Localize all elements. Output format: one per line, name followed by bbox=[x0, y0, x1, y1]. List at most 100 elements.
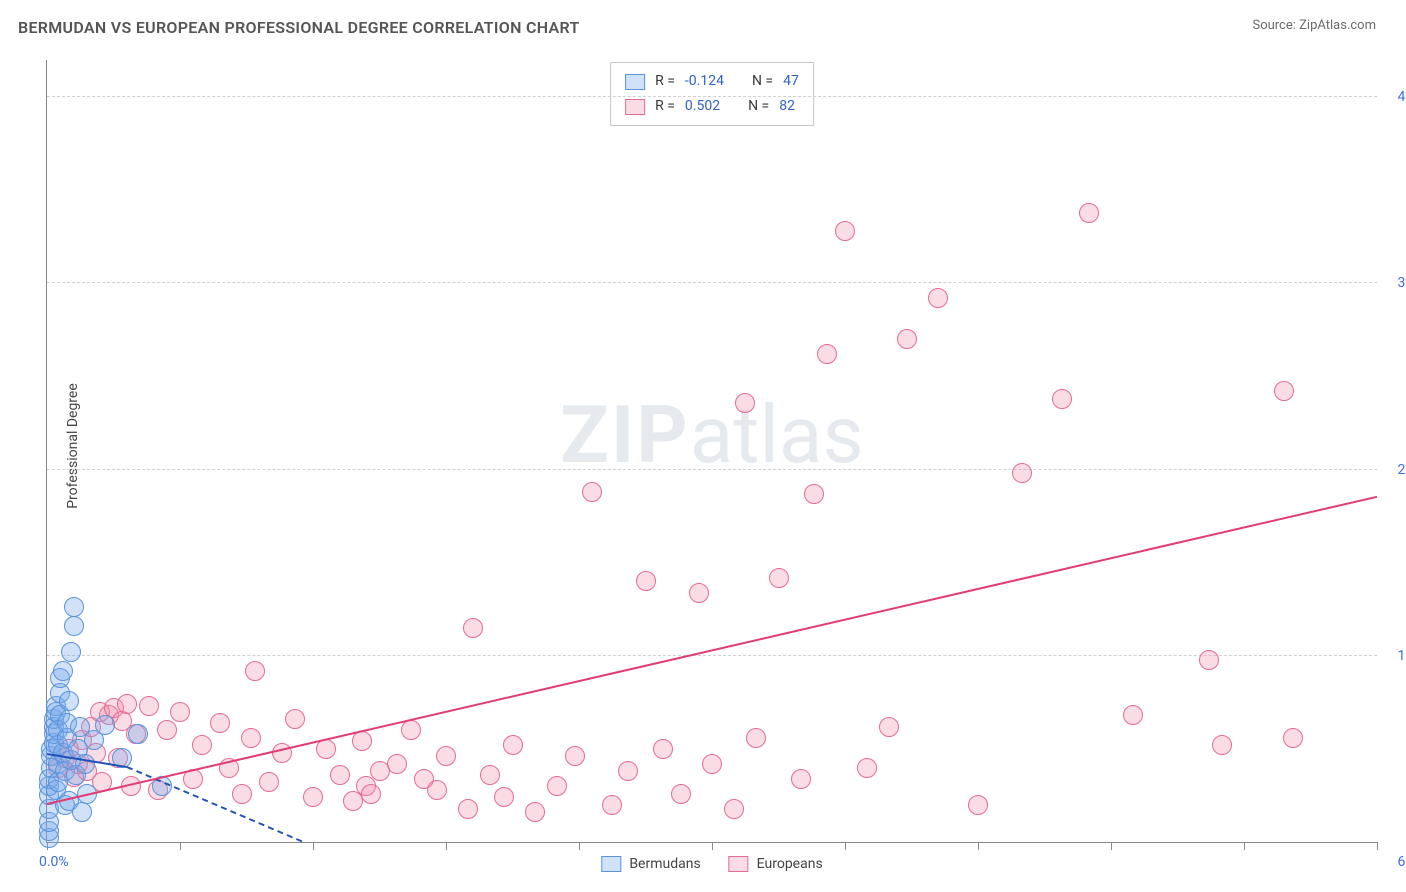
x-tick bbox=[579, 842, 580, 850]
x-tick bbox=[1111, 842, 1112, 850]
data-point-europeans bbox=[525, 802, 545, 822]
chart-title: BERMUDAN VS EUROPEAN PROFESSIONAL DEGREE… bbox=[18, 18, 580, 37]
data-point-europeans bbox=[671, 784, 691, 804]
data-point-bermudans bbox=[53, 661, 73, 681]
data-point-europeans bbox=[1012, 463, 1032, 483]
y-tick-label: 10.0% bbox=[1397, 648, 1406, 664]
data-point-europeans bbox=[117, 694, 137, 714]
swatch-europeans-icon bbox=[729, 856, 749, 872]
data-point-bermudans bbox=[128, 724, 148, 744]
data-point-europeans bbox=[1274, 381, 1294, 401]
data-point-europeans bbox=[618, 761, 638, 781]
data-point-bermudans bbox=[72, 802, 92, 822]
data-point-europeans bbox=[746, 728, 766, 748]
data-point-europeans bbox=[547, 776, 567, 796]
data-point-bermudans bbox=[59, 691, 79, 711]
data-point-europeans bbox=[817, 344, 837, 364]
data-point-europeans bbox=[602, 795, 622, 815]
swatch-bermudans-icon bbox=[601, 856, 621, 872]
stats-r-value: -0.124 bbox=[685, 69, 724, 94]
stats-legend-box: R = -0.124 N = 47 R = 0.502 N = 82 bbox=[610, 62, 814, 126]
stats-r-value: 0.502 bbox=[685, 94, 720, 119]
scatter-plot: ZIPatlas R = -0.124 N = 47 R = 0.502 N =… bbox=[46, 60, 1377, 843]
x-axis-max-label: 60.0% bbox=[1397, 854, 1406, 870]
data-point-europeans bbox=[494, 787, 514, 807]
data-point-europeans bbox=[241, 728, 261, 748]
data-point-europeans bbox=[192, 735, 212, 755]
data-point-europeans bbox=[157, 720, 177, 740]
data-point-europeans bbox=[968, 795, 988, 815]
data-point-europeans bbox=[1052, 389, 1072, 409]
legend-item-europeans: Europeans bbox=[729, 856, 823, 872]
data-point-europeans bbox=[285, 709, 305, 729]
data-point-europeans bbox=[139, 696, 159, 716]
data-point-europeans bbox=[458, 799, 478, 819]
x-tick bbox=[845, 842, 846, 850]
data-point-europeans bbox=[272, 743, 292, 763]
data-point-europeans bbox=[857, 758, 877, 778]
data-point-europeans bbox=[735, 393, 755, 413]
data-point-europeans bbox=[879, 717, 899, 737]
data-point-europeans bbox=[791, 769, 811, 789]
bottom-legend: Bermudans Europeans bbox=[601, 856, 822, 872]
data-point-europeans bbox=[702, 754, 722, 774]
data-point-europeans bbox=[1199, 650, 1219, 670]
data-point-europeans bbox=[330, 765, 350, 785]
stats-n-value: 47 bbox=[783, 69, 799, 94]
stats-n-label: N = bbox=[752, 69, 773, 94]
x-tick bbox=[313, 842, 314, 850]
data-point-europeans bbox=[1123, 705, 1143, 725]
data-point-europeans bbox=[480, 765, 500, 785]
data-point-europeans bbox=[245, 661, 265, 681]
data-point-europeans bbox=[1079, 203, 1099, 223]
data-point-europeans bbox=[565, 746, 585, 766]
stats-n-value: 82 bbox=[779, 94, 795, 119]
data-point-europeans bbox=[636, 571, 656, 591]
data-point-europeans bbox=[724, 799, 744, 819]
data-point-europeans bbox=[1212, 735, 1232, 755]
data-point-europeans bbox=[170, 702, 190, 722]
swatch-europeans-icon bbox=[625, 99, 645, 115]
data-point-europeans bbox=[259, 772, 279, 792]
x-tick bbox=[1244, 842, 1245, 850]
data-point-bermudans bbox=[61, 642, 81, 662]
gridline bbox=[47, 655, 1377, 656]
data-point-europeans bbox=[689, 583, 709, 603]
data-point-europeans bbox=[463, 618, 483, 638]
stats-row-bermudans: R = -0.124 N = 47 bbox=[625, 69, 799, 94]
y-tick-label: 30.0% bbox=[1397, 275, 1406, 291]
data-point-bermudans bbox=[75, 754, 95, 774]
data-point-europeans bbox=[835, 221, 855, 241]
data-point-europeans bbox=[303, 787, 323, 807]
data-point-europeans bbox=[897, 329, 917, 349]
data-point-europeans bbox=[436, 746, 456, 766]
legend-label: Europeans bbox=[757, 856, 823, 872]
data-point-europeans bbox=[1283, 728, 1303, 748]
data-point-europeans bbox=[653, 739, 673, 759]
x-tick bbox=[180, 842, 181, 850]
data-point-europeans bbox=[769, 568, 789, 588]
gridline bbox=[47, 96, 1377, 97]
data-point-europeans bbox=[210, 713, 230, 733]
x-tick bbox=[978, 842, 979, 850]
legend-item-bermudans: Bermudans bbox=[601, 856, 700, 872]
x-tick bbox=[446, 842, 447, 850]
data-point-europeans bbox=[427, 780, 447, 800]
x-tick bbox=[712, 842, 713, 850]
data-point-europeans bbox=[352, 731, 372, 751]
swatch-bermudans-icon bbox=[625, 74, 645, 90]
gridline bbox=[47, 282, 1377, 283]
stats-n-label: N = bbox=[748, 94, 769, 119]
data-point-bermudans bbox=[64, 597, 84, 617]
y-tick-label: 20.0% bbox=[1397, 462, 1406, 478]
data-point-bermudans bbox=[64, 616, 84, 636]
legend-label: Bermudans bbox=[629, 856, 700, 872]
data-point-europeans bbox=[804, 484, 824, 504]
x-tick bbox=[1377, 842, 1378, 850]
source-label: Source: ZipAtlas.com bbox=[1252, 18, 1376, 33]
data-point-europeans bbox=[582, 482, 602, 502]
data-point-europeans bbox=[503, 735, 523, 755]
stats-r-label: R = bbox=[655, 69, 675, 94]
gridline bbox=[47, 469, 1377, 470]
data-point-europeans bbox=[232, 784, 252, 804]
